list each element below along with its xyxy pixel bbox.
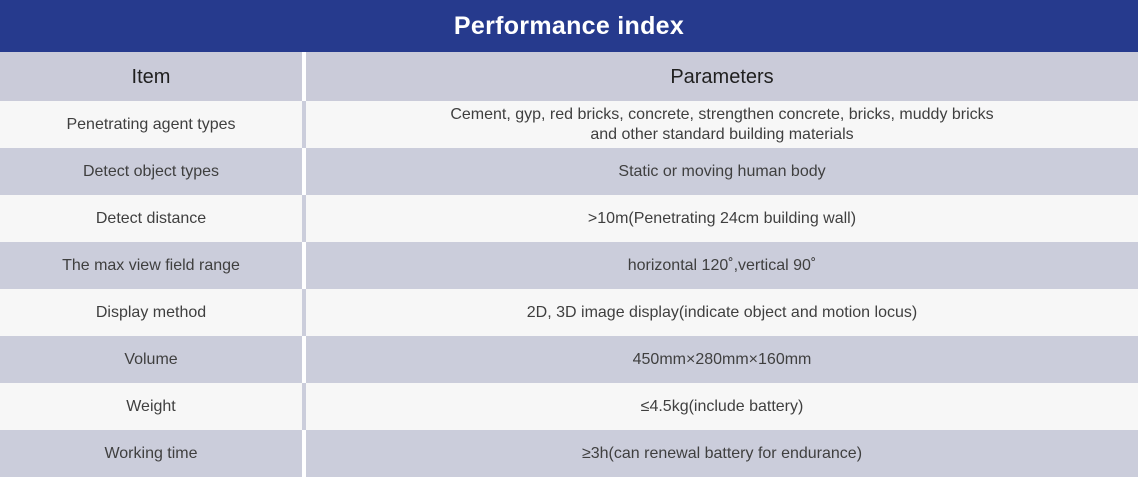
row-item: Detect distance	[0, 195, 302, 242]
table-row: Working time ≥3h(can renewal battery for…	[0, 430, 1138, 477]
table-row: Detect distance >10m(Penetrating 24cm bu…	[0, 195, 1138, 242]
row-value: ≤4.5kg(include battery)	[302, 383, 1138, 430]
row-value: 450mm×280mm×160mm	[302, 336, 1138, 383]
row-item: Detect object types	[0, 148, 302, 195]
row-item: The max view field range	[0, 242, 302, 289]
header-item: Item	[0, 52, 302, 101]
row-item: Volume	[0, 336, 302, 383]
row-value: Cement, gyp, red bricks, concrete, stren…	[302, 101, 1138, 148]
row-item: Weight	[0, 383, 302, 430]
row-value: ≥3h(can renewal battery for endurance)	[302, 430, 1138, 477]
row-value: 2D, 3D image display(indicate object and…	[302, 289, 1138, 336]
performance-table: Item Parameters Penetrating agent types …	[0, 52, 1138, 477]
table-row: Penetrating agent types Cement, gyp, red…	[0, 101, 1138, 148]
table-header-row: Item Parameters	[0, 52, 1138, 101]
header-parameters: Parameters	[302, 52, 1138, 101]
table-row: Volume 450mm×280mm×160mm	[0, 336, 1138, 383]
row-value-line: and other standard building materials	[590, 125, 854, 143]
table-row: Weight ≤4.5kg(include battery)	[0, 383, 1138, 430]
row-item: Working time	[0, 430, 302, 477]
table-row: The max view field range horizontal 120˚…	[0, 242, 1138, 289]
row-value-line: Cement, gyp, red bricks, concrete, stren…	[450, 105, 994, 123]
row-value: >10m(Penetrating 24cm building wall)	[302, 195, 1138, 242]
row-value: Static or moving human body	[302, 148, 1138, 195]
row-value: horizontal 120˚,vertical 90˚	[302, 242, 1138, 289]
row-item: Penetrating agent types	[0, 101, 302, 148]
table-row: Detect object types Static or moving hum…	[0, 148, 1138, 195]
table-title: Performance index	[0, 0, 1138, 52]
row-item: Display method	[0, 289, 302, 336]
table-row: Display method 2D, 3D image display(indi…	[0, 289, 1138, 336]
